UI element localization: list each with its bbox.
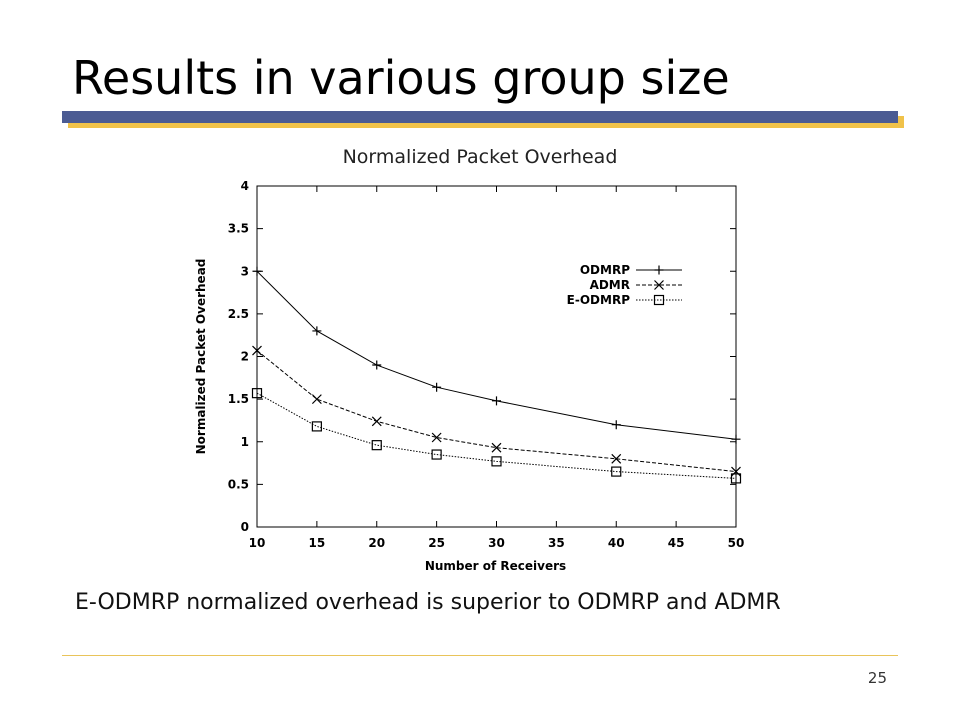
data-point-e-odmrp	[251, 388, 263, 399]
data-point-odmrp	[432, 382, 442, 392]
y-tick-label: 2.5	[228, 307, 249, 321]
slide-title: Results in various group size	[72, 51, 730, 105]
series-line-admr	[256, 350, 737, 473]
legend-label-e-odmrp: E-ODMRP	[567, 293, 631, 307]
title-underline-bar	[62, 111, 898, 123]
legend-label-odmrp: ODMRP	[580, 263, 630, 277]
y-tick-label: 0.5	[228, 477, 249, 491]
x-tick-label: 50	[728, 536, 745, 550]
y-tick-label: 2	[241, 350, 249, 364]
y-tick-label: 1	[241, 435, 249, 449]
legend-label-admr: ADMR	[590, 278, 630, 292]
x-tick-label: 25	[428, 536, 445, 550]
legend-marker-e-odmrp	[653, 294, 665, 306]
x-tick-label: 30	[488, 536, 505, 550]
footer-rule	[62, 655, 898, 656]
data-point-admr	[371, 416, 382, 427]
slide-caption: E-ODMRP normalized overhead is superior …	[75, 590, 781, 615]
legend-marker-odmrp	[654, 265, 664, 275]
plot-frame	[256, 185, 737, 528]
data-point-admr	[252, 345, 262, 356]
x-tick-label: 15	[309, 536, 326, 550]
data-point-admr	[491, 442, 502, 453]
series-line-e-odmrp	[256, 392, 737, 479]
x-tick-label: 10	[249, 536, 266, 550]
data-point-odmrp	[731, 434, 741, 444]
y-tick-label: 0	[241, 520, 249, 534]
x-tick-label: 45	[668, 536, 685, 550]
data-point-odmrp	[252, 266, 262, 276]
data-point-e-odmrp	[611, 466, 622, 477]
data-point-e-odmrp	[730, 473, 742, 484]
legend-marker-admr	[654, 280, 664, 290]
data-point-e-odmrp	[431, 449, 442, 460]
data-point-admr	[611, 453, 622, 464]
page-number: 25	[867, 669, 887, 687]
data-point-admr	[311, 394, 322, 405]
data-point-odmrp	[611, 420, 621, 430]
x-axis-label: Number of Receivers	[425, 559, 566, 573]
y-tick-label: 1.5	[228, 392, 249, 406]
chart-heading: Normalized Packet Overhead	[342, 146, 618, 168]
data-point-e-odmrp	[491, 456, 502, 467]
y-tick-label: 4	[241, 179, 249, 193]
y-tick-label: 3.5	[228, 222, 249, 236]
series-line-odmrp	[256, 270, 737, 440]
x-tick-label: 35	[548, 536, 565, 550]
x-tick-label: 20	[368, 536, 385, 550]
y-axis-label: Normalized Packet Overhead	[194, 259, 208, 455]
data-point-odmrp	[372, 360, 382, 370]
data-point-odmrp	[492, 396, 501, 406]
y-tick-label: 3	[241, 264, 249, 278]
data-point-odmrp	[312, 326, 322, 336]
data-point-admr	[731, 466, 741, 477]
x-tick-label: 40	[608, 536, 625, 550]
data-point-e-odmrp	[371, 440, 382, 451]
data-point-admr	[431, 432, 442, 443]
data-point-e-odmrp	[311, 421, 322, 432]
